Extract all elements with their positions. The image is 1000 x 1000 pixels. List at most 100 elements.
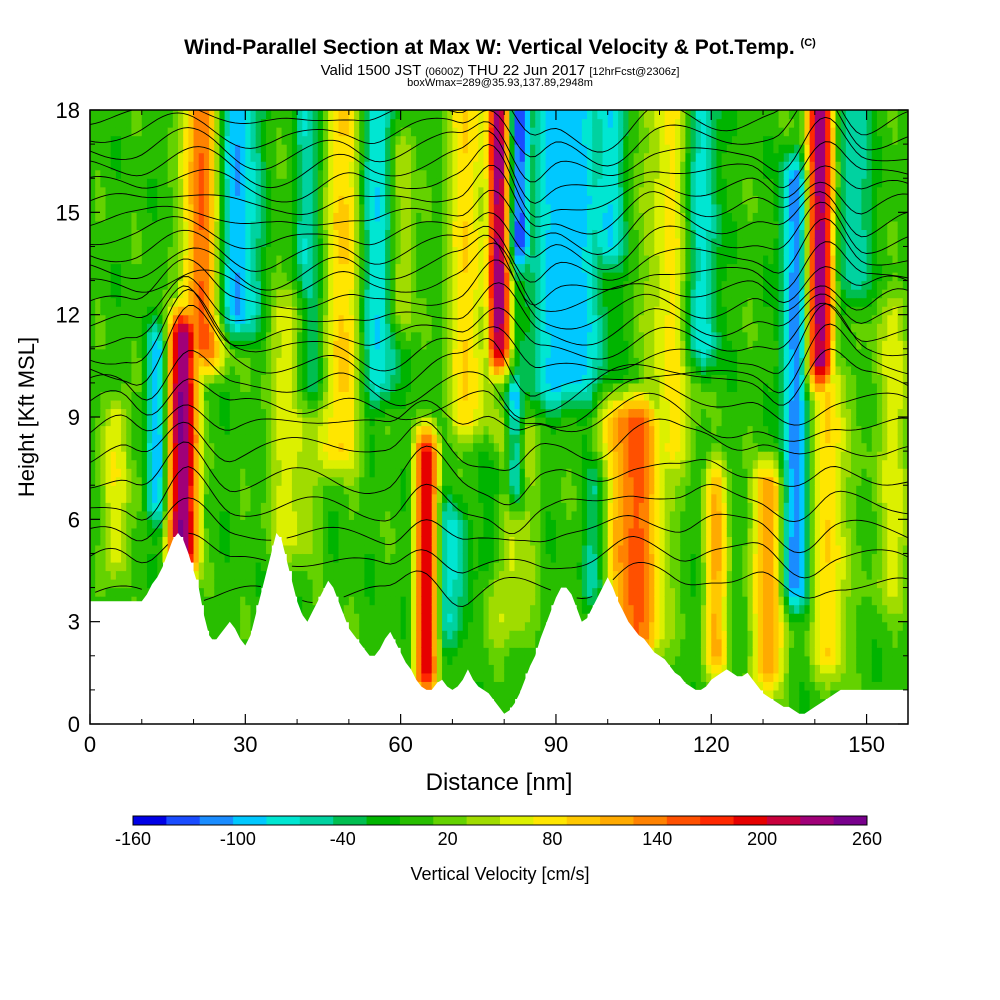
field-cell: [95, 289, 101, 299]
field-cell: [271, 451, 277, 461]
field-cell: [240, 604, 246, 614]
field-cell: [462, 570, 469, 580]
field-cell: [100, 553, 107, 563]
field-cell: [281, 314, 288, 324]
field-cell: [245, 408, 252, 418]
field-cell: [359, 246, 365, 256]
field-cell: [473, 476, 479, 486]
field-cell: [483, 681, 490, 691]
field-cell: [302, 348, 309, 358]
field-cell: [317, 399, 324, 410]
field-cell: [369, 510, 376, 520]
field-cell: [219, 604, 226, 614]
field-cell: [338, 536, 345, 546]
field-cell: [390, 434, 397, 444]
field-cell: [322, 459, 329, 469]
field-cell: [431, 186, 438, 196]
field-cell: [473, 664, 479, 674]
field-cell: [250, 468, 257, 478]
field-cell: [509, 596, 516, 606]
field-cell: [348, 408, 355, 418]
field-cell: [447, 186, 454, 196]
field-cell: [276, 212, 283, 222]
field-cell: [105, 536, 112, 546]
field-cell: [348, 493, 355, 503]
field-cell: [338, 246, 345, 256]
field-cell: [136, 323, 143, 333]
field-cell: [131, 553, 138, 563]
field-cell: [312, 237, 319, 248]
field-cell: [462, 468, 469, 478]
field-cell: [229, 391, 236, 401]
field-cell: [250, 272, 257, 282]
field-cell: [224, 544, 231, 555]
field-cell: [426, 254, 433, 265]
field-cell: [291, 587, 298, 597]
field-cell: [499, 587, 505, 597]
field-cell: [162, 451, 169, 461]
field-cell: [126, 485, 133, 495]
field-cell: [250, 476, 257, 486]
field-cell: [95, 280, 101, 290]
field-cell: [260, 570, 267, 580]
field-cell: [442, 374, 448, 384]
field-cell: [276, 263, 283, 273]
field-cell: [385, 502, 391, 512]
field-cell: [302, 220, 309, 230]
field-cell: [317, 570, 324, 580]
field-cell: [105, 272, 112, 282]
field-cell: [266, 408, 272, 418]
field-cell: [141, 493, 148, 503]
field-cell: [374, 357, 381, 367]
field-cell: [390, 493, 397, 503]
field-cell: [504, 604, 510, 614]
field-cell: [110, 544, 117, 555]
field-cell: [328, 391, 334, 401]
field-cell: [121, 374, 127, 384]
field-cell: [193, 536, 200, 546]
field-cell: [478, 596, 485, 606]
field-cell: [146, 544, 153, 555]
field-cell: [493, 348, 500, 358]
field-cell: [121, 476, 127, 486]
field-cell: [369, 468, 376, 478]
field-cell: [457, 425, 464, 435]
field-cell: [385, 195, 391, 205]
field-cell: [436, 519, 443, 529]
field-cell: [260, 493, 267, 503]
field-cell: [95, 152, 101, 162]
field-cell: [157, 220, 164, 230]
field-cell: [281, 289, 288, 299]
field-cell: [90, 152, 96, 162]
field-cell: [457, 118, 464, 128]
field-cell: [317, 297, 324, 307]
field-cell: [400, 203, 407, 213]
field-cell: [379, 434, 386, 444]
field-cell: [178, 331, 184, 341]
field-cell: [488, 647, 495, 657]
field-cell: [493, 681, 500, 691]
field-cell: [95, 348, 101, 358]
field-cell: [141, 365, 148, 375]
field-cell: [297, 237, 303, 248]
field-cell: [488, 297, 495, 307]
field-cell: [271, 246, 277, 256]
field-cell: [333, 229, 340, 239]
field-cell: [488, 638, 495, 648]
field-cell: [504, 237, 510, 248]
field-cell: [183, 135, 189, 145]
field-cell: [488, 323, 495, 333]
field-cell: [354, 434, 360, 444]
field-cell: [234, 519, 241, 529]
field-cell: [121, 144, 127, 154]
field-cell: [136, 510, 143, 520]
field-cell: [105, 374, 112, 384]
field-cell: [136, 178, 143, 188]
field-cell: [307, 399, 314, 410]
field-cell: [286, 519, 293, 529]
field-cell: [276, 510, 283, 520]
field-cell: [152, 476, 158, 486]
field-cell: [426, 502, 433, 512]
field-cell: [317, 331, 324, 341]
field-cell: [348, 527, 355, 537]
